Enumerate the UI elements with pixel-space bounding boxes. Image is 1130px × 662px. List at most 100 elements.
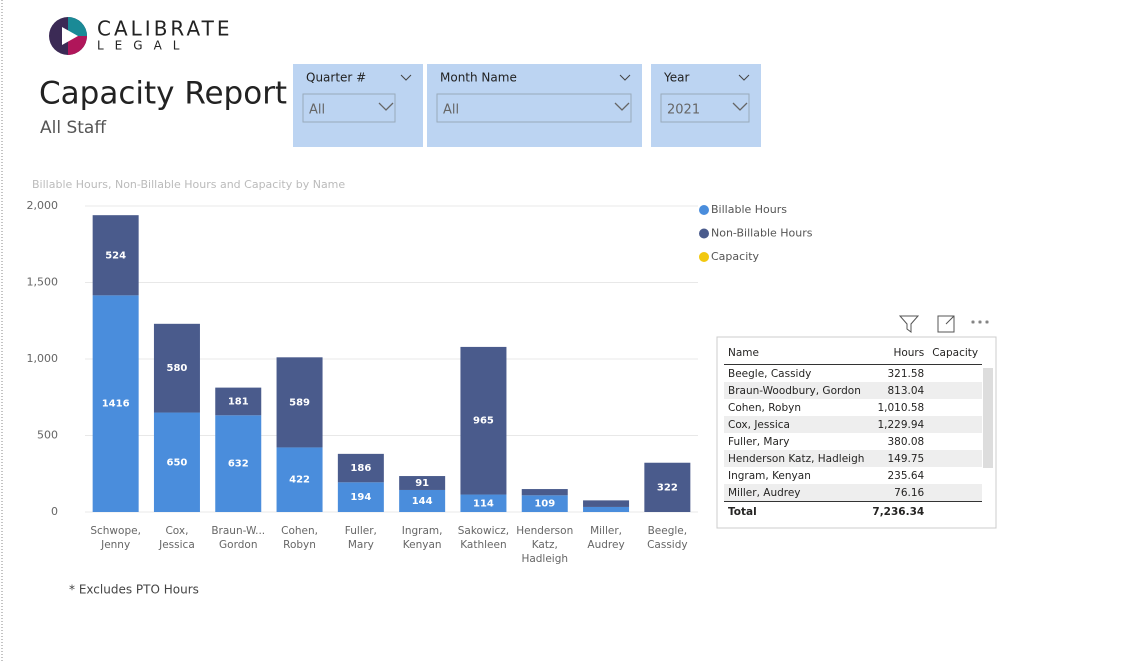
data-table: Name Hours Capacity Beegle, Cassidy 321.58 Br… xyxy=(724,342,983,522)
x-tick-label: Ingram, Kenyan xyxy=(401,525,443,551)
bar-segment xyxy=(337,453,384,483)
logo-name: CALIBRATE xyxy=(97,17,232,41)
table-cell: 321.58 xyxy=(887,367,925,380)
chevron xyxy=(619,74,631,81)
bar-segment xyxy=(583,506,630,512)
report-subtitle: All Staff xyxy=(40,118,107,138)
logo-icon xyxy=(49,17,87,55)
data-label: 632 xyxy=(228,459,249,470)
data-label: 422 xyxy=(289,475,310,486)
bar-segment xyxy=(153,323,200,413)
table-cell: Beegle, Cassidy xyxy=(728,367,812,380)
table-cell xyxy=(928,416,983,433)
chevron xyxy=(732,102,748,111)
table-cell xyxy=(928,484,983,502)
table-cell xyxy=(928,467,982,484)
y-tick-label: 0 xyxy=(51,505,58,518)
filter-value: All xyxy=(309,103,325,118)
legend-marker xyxy=(699,228,709,239)
table-row: Cox, Jessica 1,229.94 xyxy=(724,416,983,433)
report-title: Capacity Report xyxy=(39,76,287,112)
column-header: Hours xyxy=(868,342,929,365)
table-cell xyxy=(928,365,982,383)
total-cell xyxy=(928,501,983,522)
data-label: 965 xyxy=(473,416,494,427)
chevron xyxy=(400,74,412,81)
dropdown[interactable] xyxy=(436,93,632,123)
table-row: Cohen, Robyn 1,010.58 xyxy=(724,399,982,416)
table-cell xyxy=(928,450,983,467)
data-label: 114 xyxy=(473,498,494,509)
filter-card xyxy=(651,64,761,147)
x-tick-label: Schwope, Jenny xyxy=(90,525,141,551)
filter-label: Quarter # xyxy=(306,71,366,85)
filter-value: All xyxy=(443,103,459,118)
chevron xyxy=(738,74,750,81)
bar-segment xyxy=(644,462,691,512)
table-cell: Cohen, Robyn xyxy=(728,401,801,414)
table-cell: 380.08 xyxy=(887,435,925,448)
table-cell: Braun-Woodbury, Gordon xyxy=(724,382,869,399)
table-cell: 1,010.58 xyxy=(877,401,925,414)
table-cell: Cox, Jessica xyxy=(724,416,869,433)
table-row: Braun-Woodbury, Gordon 813.04 xyxy=(724,382,983,399)
bar-segment xyxy=(521,489,568,496)
data-label: 144 xyxy=(412,496,433,507)
column-header: Name xyxy=(724,342,869,365)
table-cell: 1,229.94 xyxy=(868,416,929,433)
data-label: 91 xyxy=(415,478,429,489)
y-tick-label: 500 xyxy=(37,429,58,442)
table-cell: Fuller, Mary xyxy=(728,435,790,448)
bar-segment xyxy=(583,500,630,507)
bar-segment xyxy=(215,415,262,512)
table-cell: 76.16 xyxy=(868,484,929,502)
data-label: 580 xyxy=(167,363,188,374)
bar-segment xyxy=(276,357,323,448)
filter-card xyxy=(293,64,423,147)
data-label: 524 xyxy=(105,250,126,261)
table-row: Henderson Katz, Hadleigh 149.75 xyxy=(724,450,983,467)
bar-segment xyxy=(337,482,384,512)
legend-marker xyxy=(699,205,709,215)
legend-label: Billable Hours xyxy=(711,203,787,216)
bar-segment xyxy=(460,346,507,495)
table-cell xyxy=(928,399,982,416)
x-tick-label: Cox, Jessica xyxy=(159,525,195,551)
bar-segment xyxy=(276,447,323,512)
x-tick-label: Sakowicz, Kathleen xyxy=(457,525,510,551)
table-cell: 235.64 xyxy=(887,469,925,482)
x-tick-label: Cohen, Robyn xyxy=(281,525,318,551)
y-tick-label: 1,500 xyxy=(27,276,59,289)
dropdown[interactable] xyxy=(302,93,396,123)
bar-segment xyxy=(215,387,262,416)
table-row: Beegle, Cassidy 321.58 xyxy=(724,365,982,383)
bar-segment xyxy=(399,489,446,512)
data-label: 1416 xyxy=(102,399,130,410)
table-cell: 813.04 xyxy=(868,382,929,399)
bar-segment xyxy=(153,412,200,512)
table-cell: Henderson Katz, Hadleigh xyxy=(724,450,869,467)
x-tick-label: Braun-W... Gordon xyxy=(211,525,266,551)
data-label: 589 xyxy=(289,397,310,408)
bar-segment xyxy=(521,495,568,512)
x-tick-label: Fuller, Mary xyxy=(344,525,377,551)
x-tick-label: Beegle, Cassidy xyxy=(647,525,688,551)
data-label: 181 xyxy=(228,396,249,407)
table-cell: 149.75 xyxy=(868,450,929,467)
data-label: 650 xyxy=(167,457,188,468)
legend-label: Capacity xyxy=(711,250,760,263)
y-tick-label: 2,000 xyxy=(27,199,59,212)
table-cell xyxy=(928,433,982,450)
data-label: 194 xyxy=(350,492,371,503)
filter-label: Month Name xyxy=(440,71,517,85)
total-cell: 7,236.34 xyxy=(868,501,929,522)
dropdown[interactable] xyxy=(660,93,750,123)
table-frame xyxy=(716,315,997,529)
filter-value: 2021 xyxy=(667,103,700,118)
bar-segment xyxy=(460,494,507,512)
y-tick-label: 1,000 xyxy=(27,352,59,365)
bar-segment xyxy=(399,476,446,490)
legend-marker xyxy=(699,252,709,262)
